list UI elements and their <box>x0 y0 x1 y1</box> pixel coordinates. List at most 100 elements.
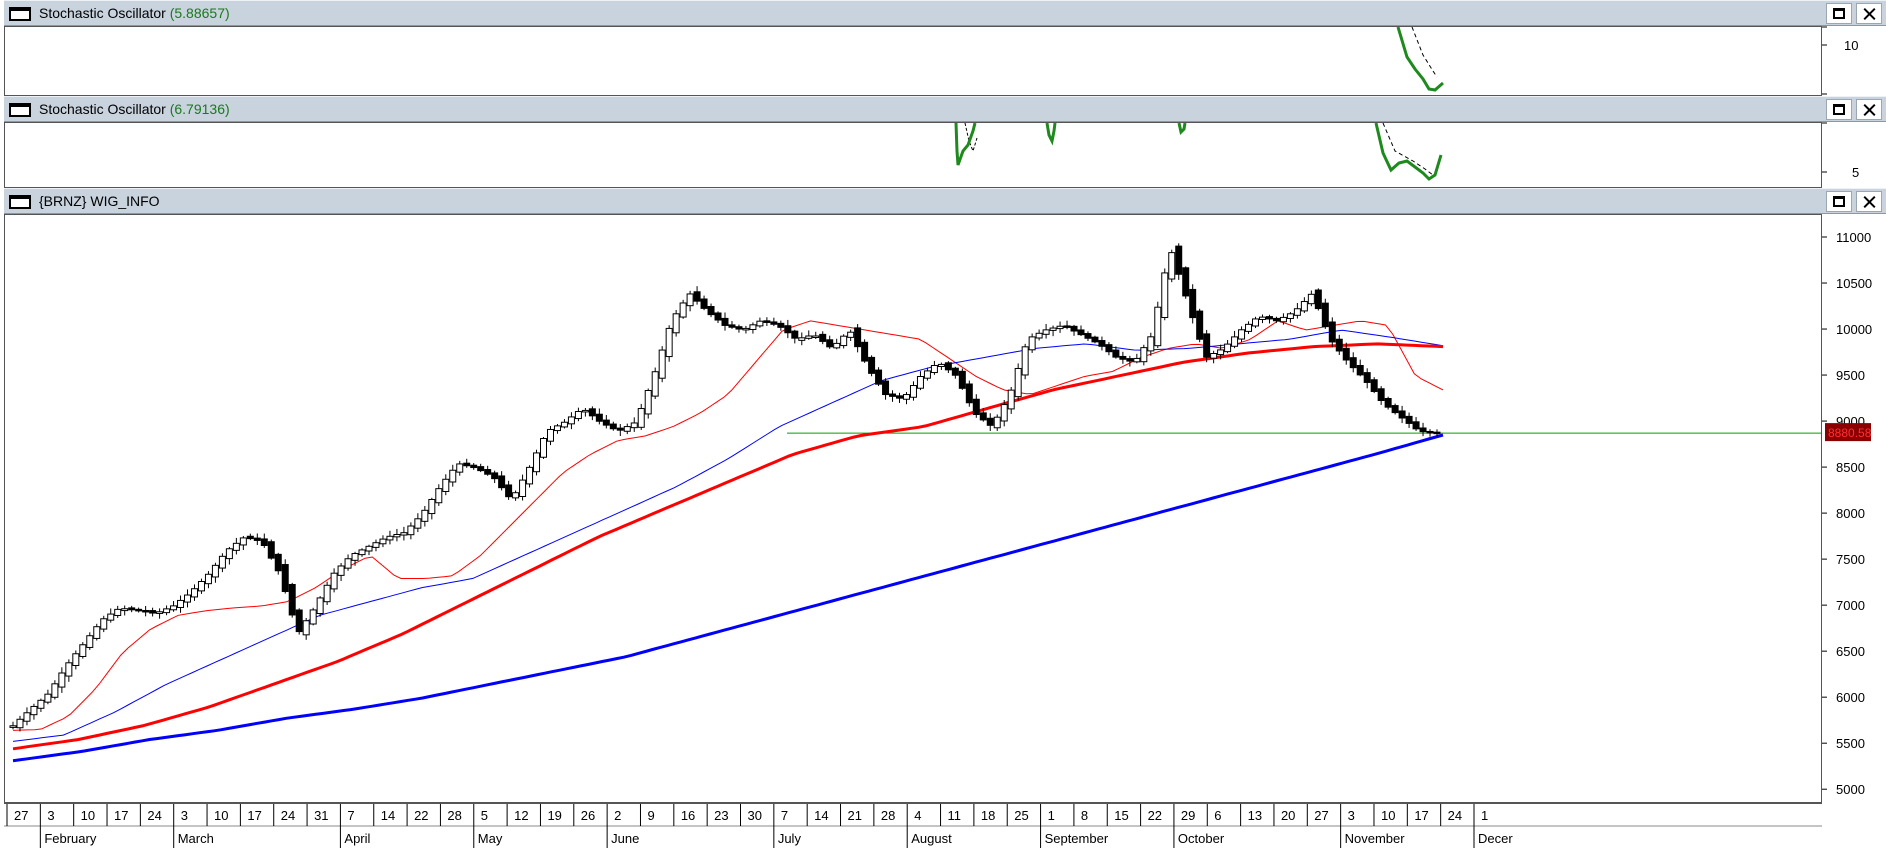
candle <box>553 423 561 434</box>
candle <box>560 419 568 429</box>
month-label: Decer <box>1478 831 1513 846</box>
day-label: 30 <box>748 808 762 823</box>
price-tag-label: 8880.58 <box>1828 426 1872 440</box>
stochastic-1-title: Stochastic Oscillator (5.88657) <box>39 5 230 21</box>
candle <box>916 371 924 391</box>
moving-average-line-1 <box>12 320 1444 731</box>
candle <box>156 608 164 619</box>
day-label: 10 <box>214 808 228 823</box>
candle <box>1077 325 1085 337</box>
candle <box>281 559 289 594</box>
stochastic-2-signal-a <box>964 123 978 153</box>
candle <box>246 533 254 541</box>
candle <box>1168 249 1176 283</box>
candle <box>1300 297 1308 313</box>
price-plot[interactable] <box>4 214 1822 803</box>
candle <box>574 407 582 422</box>
candle <box>930 360 938 375</box>
candle <box>840 334 848 349</box>
day-label: 16 <box>681 808 695 823</box>
candle <box>288 582 296 618</box>
day-label: 24 <box>147 808 161 823</box>
candle <box>386 530 394 545</box>
candle <box>812 331 820 339</box>
candle <box>253 533 261 546</box>
candle <box>9 721 17 730</box>
candle <box>1091 335 1099 344</box>
stochastic-2-plot[interactable] <box>4 122 1822 188</box>
candle <box>239 535 247 550</box>
candle <box>1252 316 1260 329</box>
candle <box>309 607 317 626</box>
close-button[interactable] <box>1856 99 1882 120</box>
candle <box>204 571 212 589</box>
day-label: 24 <box>281 808 295 823</box>
candle <box>826 335 834 349</box>
day-label: 7 <box>781 808 788 823</box>
candle <box>330 568 338 593</box>
candle <box>1231 330 1239 349</box>
candle <box>498 471 506 491</box>
stochastic-2-line-d <box>1374 123 1443 181</box>
price-chart-svg <box>9 243 1821 763</box>
stochastic-2-scale: 5 <box>1822 122 1886 188</box>
stochastic-pane-2: Stochastic Oscillator (6.79136) 5 <box>0 96 1886 188</box>
stochastic-2-signal-d <box>1382 123 1434 176</box>
candle <box>274 552 282 575</box>
stochastic-1-plot[interactable] <box>4 26 1822 96</box>
candle <box>421 506 429 527</box>
candle <box>1258 314 1266 324</box>
candle <box>1363 368 1371 389</box>
candle <box>1391 403 1399 415</box>
stochastic-2-titlebar[interactable]: Stochastic Oscillator (6.79136) <box>4 96 1886 122</box>
close-button[interactable] <box>1856 191 1882 212</box>
candle <box>686 290 694 312</box>
stochastic-1-titlebar[interactable]: Stochastic Oscillator (5.88657) <box>4 0 1886 26</box>
month-label: July <box>778 831 802 846</box>
price-titlebar[interactable]: {BRNZ} WIG_INFO <box>4 188 1886 214</box>
candle <box>218 553 226 573</box>
candle <box>1014 363 1022 401</box>
candle <box>135 607 143 613</box>
candle <box>993 414 1001 431</box>
candle <box>623 423 631 435</box>
candle <box>861 339 869 363</box>
day-label: 1 <box>1048 808 1055 823</box>
day-label: 13 <box>1248 808 1262 823</box>
day-label: 9 <box>647 808 654 823</box>
candle <box>337 563 345 582</box>
price-pane: {BRNZ} WIG_INFO 5000 5500 6000 6500 7000 7500… <box>0 188 1886 803</box>
day-label: 10 <box>81 808 95 823</box>
maximize-button[interactable] <box>1826 3 1852 24</box>
day-label: 23 <box>714 808 728 823</box>
candle <box>491 470 499 484</box>
candle <box>644 388 652 419</box>
close-button[interactable] <box>1856 3 1882 24</box>
candle <box>72 650 80 670</box>
candle <box>100 615 108 633</box>
stochastic-2-line-c <box>1177 123 1187 135</box>
candle <box>428 497 436 520</box>
day-label: 3 <box>1348 808 1355 823</box>
stochastic-2-tick: 5 <box>1852 165 1859 180</box>
candle <box>1063 320 1071 330</box>
candle <box>658 346 666 383</box>
candle <box>484 465 492 476</box>
day-label: 29 <box>1181 808 1195 823</box>
maximize-button[interactable] <box>1826 99 1852 120</box>
candle <box>197 578 205 594</box>
candle <box>1035 329 1043 341</box>
candle <box>609 421 617 431</box>
candle <box>616 424 624 437</box>
candle <box>1398 405 1406 424</box>
maximize-button[interactable] <box>1826 191 1852 212</box>
candle <box>505 480 513 500</box>
candle <box>372 539 380 552</box>
y-tick-label: 7500 <box>1836 552 1865 567</box>
day-label: 22 <box>1148 808 1162 823</box>
day-label: 4 <box>914 808 921 823</box>
day-label: 27 <box>1314 808 1328 823</box>
moving-average-line-3 <box>12 342 1444 751</box>
day-label: 24 <box>1448 808 1462 823</box>
candle <box>1126 355 1134 367</box>
